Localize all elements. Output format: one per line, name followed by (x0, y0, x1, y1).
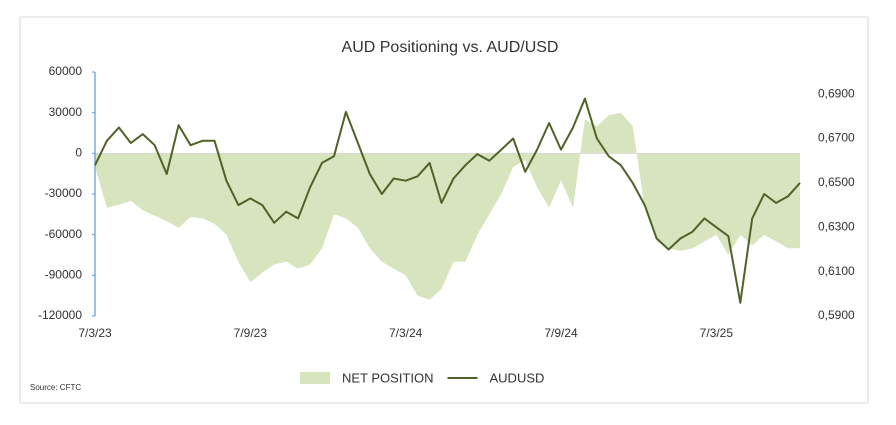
y-tick-label: 0 (75, 146, 82, 160)
y2-tick-label: 0,6700 (818, 131, 855, 145)
legend-swatch (300, 372, 330, 384)
y-tick-label: 30000 (49, 105, 83, 119)
x-tick-label: 7/9/23 (234, 326, 268, 340)
y2-tick-label: 0,5900 (818, 308, 855, 322)
x-tick-label: 7/3/24 (389, 326, 423, 340)
y2-tick-label: 0,6100 (818, 264, 855, 278)
y-tick-label: -90000 (45, 268, 83, 282)
audusd-line (94, 97, 801, 304)
y-tick-label: -30000 (45, 186, 83, 200)
x-tick-label: 7/3/23 (78, 326, 112, 340)
y-tick-label: 60000 (49, 64, 83, 78)
y2-tick-label: 0,6900 (818, 86, 855, 100)
net-position-area (95, 112, 800, 300)
x-tick-label: 7/3/25 (700, 326, 734, 340)
legend-label: NET POSITION (342, 370, 434, 385)
y2-tick-label: 0,6500 (818, 175, 855, 189)
chart-title: AUD Positioning vs. AUD/USD (342, 39, 559, 56)
y-tick-label: -60000 (45, 227, 83, 241)
y2-tick-label: 0,6300 (818, 219, 855, 233)
y-tick-label: -120000 (38, 308, 82, 322)
legend-label: AUDUSD (490, 370, 545, 385)
x-tick-label: 7/9/24 (544, 326, 578, 340)
source: Source: CFTC (30, 383, 81, 392)
